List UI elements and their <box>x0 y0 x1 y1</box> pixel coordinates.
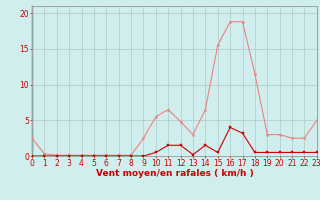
X-axis label: Vent moyen/en rafales ( km/h ): Vent moyen/en rafales ( km/h ) <box>96 169 253 178</box>
